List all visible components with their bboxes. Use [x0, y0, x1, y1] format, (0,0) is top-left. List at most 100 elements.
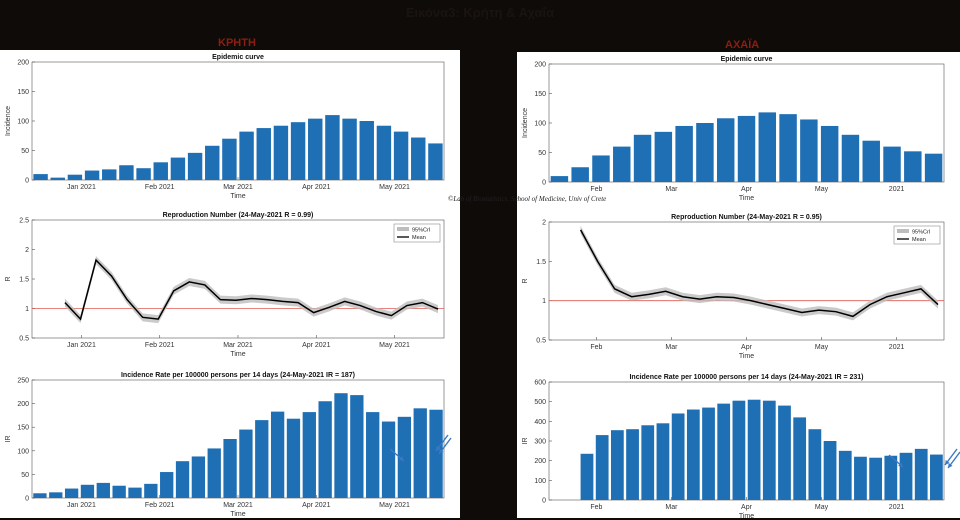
- plot-area: [548, 221, 945, 341]
- bar: [381, 421, 396, 498]
- bar: [671, 413, 685, 500]
- legend-label-mean: Mean: [412, 235, 426, 241]
- chart-title: Reproduction Number (24-May-2021 R = 0.9…: [163, 212, 314, 219]
- bar: [854, 456, 867, 500]
- bar: [290, 122, 306, 180]
- y-tick-label: 1: [25, 306, 29, 313]
- bar: [869, 457, 883, 500]
- y-tick-label: 100: [534, 478, 546, 485]
- bar: [33, 174, 48, 180]
- y-tick-label: 1: [542, 298, 546, 305]
- bar: [820, 125, 839, 182]
- y-tick-label: 150: [17, 89, 29, 96]
- bar: [187, 152, 203, 180]
- bar: [779, 114, 797, 182]
- bar: [633, 134, 652, 182]
- bar: [64, 488, 79, 498]
- achaia-reproduction-number-chart: Reproduction Number (24-May-2021 R = 0.9…: [522, 214, 945, 360]
- bar: [428, 143, 443, 180]
- x-tick-label: Apr: [741, 504, 753, 511]
- x-tick-label: 2021: [889, 504, 905, 511]
- x-tick-label: May: [815, 186, 829, 193]
- region-label-achaia: ΑΧΑΪΑ: [725, 39, 760, 51]
- bar: [641, 425, 655, 500]
- x-tick-label: Jan 2021: [67, 342, 96, 349]
- bar: [49, 492, 63, 498]
- y-axis-label: R: [522, 278, 529, 283]
- y-tick-label: 1.5: [19, 277, 29, 284]
- y-axis-label: R: [5, 276, 12, 281]
- bar: [239, 131, 254, 180]
- bar: [841, 134, 860, 182]
- achaia-incidence-rate-chart: Incidence Rate per 100000 persons per 14…: [522, 374, 960, 520]
- legend-label-band: 95%CrI: [412, 228, 431, 234]
- y-tick-label: 100: [17, 119, 29, 126]
- y-tick-label: 0: [25, 178, 29, 185]
- y-axis-label: IR: [5, 436, 12, 443]
- bar: [342, 118, 357, 180]
- arrow-2-head: [436, 446, 441, 451]
- x-tick-label: 2021: [889, 344, 905, 351]
- x-tick-label: Apr 2021: [302, 342, 331, 349]
- x-tick-label: Mar: [665, 186, 678, 193]
- x-tick-label: Mar: [665, 344, 678, 351]
- arrow-1-head: [399, 456, 404, 461]
- bar: [175, 461, 190, 498]
- bar: [170, 157, 186, 180]
- crete-incidence-rate-chart: Incidence Rate per 100000 persons per 14…: [5, 372, 452, 518]
- y-tick-label: 2.5: [19, 218, 29, 225]
- bar: [255, 420, 269, 498]
- y-tick-label: 200: [534, 62, 546, 69]
- bar: [256, 128, 271, 180]
- bar: [366, 412, 380, 498]
- arrow-2-head: [945, 460, 950, 465]
- y-tick-label: 0: [542, 498, 546, 505]
- bar: [359, 121, 374, 180]
- bar: [411, 137, 426, 180]
- y-tick-label: 50: [538, 150, 546, 157]
- x-axis-label: Time: [230, 351, 245, 358]
- bar: [924, 153, 943, 182]
- bar: [160, 472, 174, 498]
- x-tick-label: Mar 2021: [223, 184, 253, 191]
- crete-epidemic-curve-chart: Epidemic curve 0 50 100 150 200 Jan 2021 Feb 20…: [5, 54, 445, 200]
- bar: [758, 112, 777, 182]
- y-tick-label: 150: [534, 91, 546, 98]
- x-tick-label: Feb: [590, 186, 602, 193]
- bar: [793, 417, 807, 500]
- x-tick-label: 2021: [889, 186, 905, 193]
- bar: [223, 439, 237, 498]
- achaia-epidemic-curve-chart: Epidemic curve 0 50 100 150 200 Feb Mar Apr May 20…: [522, 56, 945, 202]
- crete-panel: Epidemic curve 0 50 100 150 200 Jan 2021 Feb 20…: [0, 50, 460, 518]
- x-tick-label: Feb: [590, 504, 602, 511]
- y-tick-label: 50: [21, 472, 29, 479]
- y-tick-label: 300: [534, 439, 546, 446]
- bar: [717, 403, 731, 500]
- bar: [571, 167, 589, 182]
- x-tick-label: Apr: [741, 344, 753, 351]
- x-axis-label: Time: [230, 511, 245, 518]
- bar: [800, 119, 818, 182]
- arrow-1-head: [898, 462, 903, 467]
- bar: [904, 151, 922, 182]
- bar: [595, 435, 609, 500]
- arrow-3-head: [948, 463, 953, 468]
- x-axis-label: Time: [739, 513, 754, 520]
- bar: [84, 170, 100, 180]
- bar: [102, 169, 117, 180]
- bar: [747, 399, 761, 500]
- bar: [207, 448, 221, 498]
- bar: [67, 174, 83, 180]
- bar: [350, 395, 364, 498]
- bar: [270, 411, 285, 498]
- y-tick-label: 50: [21, 148, 29, 155]
- x-tick-label: Mar 2021: [223, 342, 253, 349]
- bar: [308, 118, 323, 180]
- arrow-3-head: [439, 449, 444, 454]
- y-axis-label: IR: [522, 438, 529, 445]
- chart-title: Incidence Rate per 100000 persons per 14…: [121, 372, 355, 379]
- bar: [334, 393, 348, 498]
- bar: [762, 400, 776, 500]
- page-title: Εικόνα3: Κρήτη & Αχαΐα: [405, 5, 555, 20]
- bar: [239, 429, 253, 498]
